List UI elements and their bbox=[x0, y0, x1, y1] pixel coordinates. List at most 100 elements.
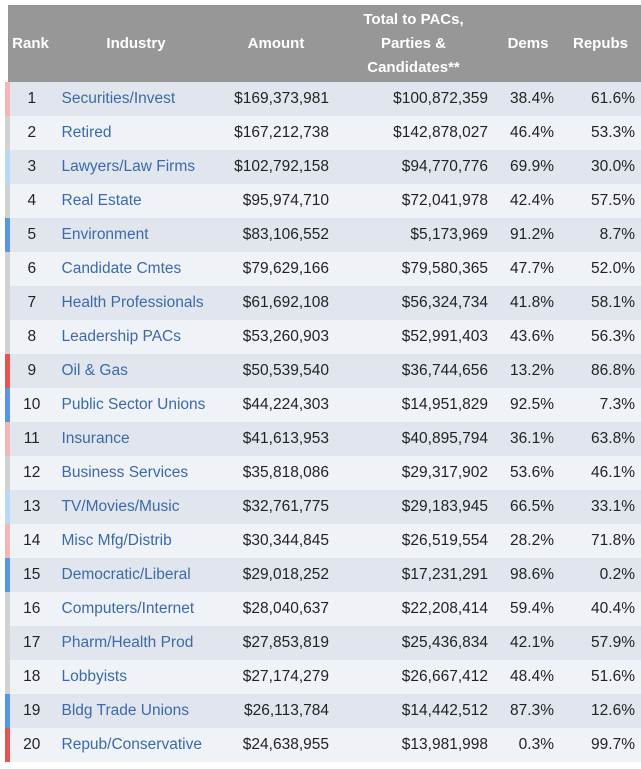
repubs-percent-cell: 56.3% bbox=[560, 320, 641, 354]
rank-cell: 16 bbox=[5, 592, 54, 626]
rank-cell: 18 bbox=[5, 660, 54, 694]
dems-percent-cell: 13.2% bbox=[496, 354, 560, 388]
industry-contributions-table: Rank Industry Amount Total to PACs, Part… bbox=[5, 5, 641, 762]
amount-cell: $28,040,637 bbox=[221, 592, 331, 626]
amount-cell: $29,018,252 bbox=[221, 558, 331, 592]
repubs-percent-cell: 57.9% bbox=[560, 626, 641, 660]
repubs-percent-cell: 71.8% bbox=[560, 524, 641, 558]
amount-cell: $26,113,784 bbox=[221, 694, 331, 728]
table-row: 2 Retired $167,212,738 $142,878,027 46.4… bbox=[5, 116, 641, 150]
total-to-pacs-cell: $25,436,834 bbox=[331, 626, 496, 660]
industry-link[interactable]: Public Sector Unions bbox=[61, 396, 206, 413]
table-row: 15 Democratic/Liberal $29,018,252 $17,23… bbox=[5, 558, 641, 592]
dems-percent-cell: 91.2% bbox=[496, 218, 560, 252]
repubs-percent-cell: 99.7% bbox=[560, 728, 641, 762]
industry-cell: Lawyers/Law Firms bbox=[53, 150, 221, 184]
amount-cell: $24,638,955 bbox=[221, 728, 331, 762]
amount-cell: $95,974,710 bbox=[221, 184, 331, 218]
repubs-percent-cell: 51.6% bbox=[560, 660, 641, 694]
repubs-percent-cell: 46.1% bbox=[560, 456, 641, 490]
header-row: Rank Industry Amount Total to PACs, Part… bbox=[7, 5, 641, 82]
total-to-pacs-cell: $17,231,291 bbox=[331, 558, 496, 592]
amount-cell: $35,818,086 bbox=[221, 456, 331, 490]
amount-cell: $50,539,540 bbox=[221, 354, 331, 388]
amount-cell: $27,853,819 bbox=[221, 626, 331, 660]
industry-link[interactable]: Pharm/Health Prod bbox=[61, 634, 194, 651]
dems-percent-cell: 87.3% bbox=[496, 694, 560, 728]
table-row: 9 Oil & Gas $50,539,540 $36,744,656 13.2… bbox=[5, 354, 641, 388]
total-to-pacs-cell: $13,981,998 bbox=[331, 728, 496, 762]
industry-link[interactable]: Health Professionals bbox=[61, 294, 204, 311]
rank-cell: 20 bbox=[5, 728, 54, 762]
repubs-percent-cell: 12.6% bbox=[560, 694, 641, 728]
total-to-pacs-cell: $94,770,776 bbox=[331, 150, 496, 184]
total-to-pacs-cell: $14,951,829 bbox=[331, 388, 496, 422]
industry-cell: Environment bbox=[53, 218, 221, 252]
repubs-percent-cell: 61.6% bbox=[560, 82, 641, 116]
header-repubs: Repubs bbox=[560, 5, 641, 82]
total-to-pacs-cell: $52,991,403 bbox=[331, 320, 496, 354]
total-to-pacs-cell: $29,183,945 bbox=[331, 490, 496, 524]
repubs-percent-cell: 57.5% bbox=[560, 184, 641, 218]
industry-link[interactable]: Securities/Invest bbox=[61, 90, 176, 107]
total-to-pacs-cell: $40,895,794 bbox=[331, 422, 496, 456]
industry-link[interactable]: Candidate Cmtes bbox=[61, 260, 182, 277]
industry-link[interactable]: Real Estate bbox=[61, 192, 142, 209]
industry-link[interactable]: Environment bbox=[61, 226, 149, 243]
rank-cell: 13 bbox=[5, 490, 54, 524]
industry-cell: Lobbyists bbox=[53, 660, 221, 694]
repubs-percent-cell: 8.7% bbox=[560, 218, 641, 252]
industry-link[interactable]: Business Services bbox=[61, 464, 189, 481]
amount-cell: $167,212,738 bbox=[221, 116, 331, 150]
header-total-to-pacs: Total to PACs, Parties & Candidates** bbox=[331, 5, 496, 82]
industry-link[interactable]: Lawyers/Law Firms bbox=[61, 158, 196, 175]
table-row: 14 Misc Mfg/Distrib $30,344,845 $26,519,… bbox=[5, 524, 641, 558]
table-row: 1 Securities/Invest $169,373,981 $100,87… bbox=[5, 82, 641, 116]
dems-percent-cell: 41.8% bbox=[496, 286, 560, 320]
header-dems: Dems bbox=[496, 5, 560, 82]
industry-cell: Pharm/Health Prod bbox=[53, 626, 221, 660]
header-total-line1: Total to PACs, bbox=[363, 10, 464, 28]
table-row: 7 Health Professionals $61,692,108 $56,3… bbox=[5, 286, 641, 320]
industry-link[interactable]: Oil & Gas bbox=[61, 362, 128, 379]
industry-link[interactable]: Repub/Conservative bbox=[61, 736, 202, 753]
industry-link[interactable]: TV/Movies/Music bbox=[61, 498, 180, 515]
industry-link[interactable]: Computers/Internet bbox=[61, 600, 195, 617]
industry-link[interactable]: Misc Mfg/Distrib bbox=[61, 532, 172, 549]
industry-link[interactable]: Lobbyists bbox=[61, 668, 127, 685]
total-to-pacs-cell: $79,580,365 bbox=[331, 252, 496, 286]
dems-percent-cell: 48.4% bbox=[496, 660, 560, 694]
industry-cell: Candidate Cmtes bbox=[53, 252, 221, 286]
dems-percent-cell: 59.4% bbox=[496, 592, 560, 626]
amount-cell: $83,106,552 bbox=[221, 218, 331, 252]
amount-cell: $32,761,775 bbox=[221, 490, 331, 524]
table-row: 13 TV/Movies/Music $32,761,775 $29,183,9… bbox=[5, 490, 641, 524]
table-row: 4 Real Estate $95,974,710 $72,041,978 42… bbox=[5, 184, 641, 218]
repubs-percent-cell: 0.2% bbox=[560, 558, 641, 592]
header-total-line2: Parties & bbox=[380, 34, 447, 52]
rank-cell: 15 bbox=[5, 558, 54, 592]
industry-link[interactable]: Leadership PACs bbox=[61, 328, 181, 345]
header-rank: Rank bbox=[7, 5, 54, 82]
table-row: 18 Lobbyists $27,174,279 $26,667,412 48.… bbox=[5, 660, 641, 694]
dems-percent-cell: 42.4% bbox=[496, 184, 560, 218]
industry-link[interactable]: Retired bbox=[61, 124, 112, 141]
table-row: 12 Business Services $35,818,086 $29,317… bbox=[5, 456, 641, 490]
amount-cell: $30,344,845 bbox=[221, 524, 331, 558]
repubs-percent-cell: 40.4% bbox=[560, 592, 641, 626]
industry-link[interactable]: Bldg Trade Unions bbox=[61, 702, 190, 719]
total-to-pacs-cell: $26,667,412 bbox=[331, 660, 496, 694]
industry-link[interactable]: Insurance bbox=[61, 430, 130, 447]
total-to-pacs-cell: $14,442,512 bbox=[331, 694, 496, 728]
rank-cell: 6 bbox=[5, 252, 54, 286]
total-to-pacs-cell: $22,208,414 bbox=[331, 592, 496, 626]
industry-cell: Democratic/Liberal bbox=[53, 558, 221, 592]
rank-cell: 10 bbox=[5, 388, 54, 422]
industry-cell: Computers/Internet bbox=[53, 592, 221, 626]
industry-cell: Insurance bbox=[53, 422, 221, 456]
amount-cell: $79,629,166 bbox=[221, 252, 331, 286]
industry-cell: Retired bbox=[53, 116, 221, 150]
industry-link[interactable]: Democratic/Liberal bbox=[61, 566, 191, 583]
total-to-pacs-cell: $29,317,902 bbox=[331, 456, 496, 490]
industry-contributions-table-container: Rank Industry Amount Total to PACs, Part… bbox=[5, 5, 641, 762]
